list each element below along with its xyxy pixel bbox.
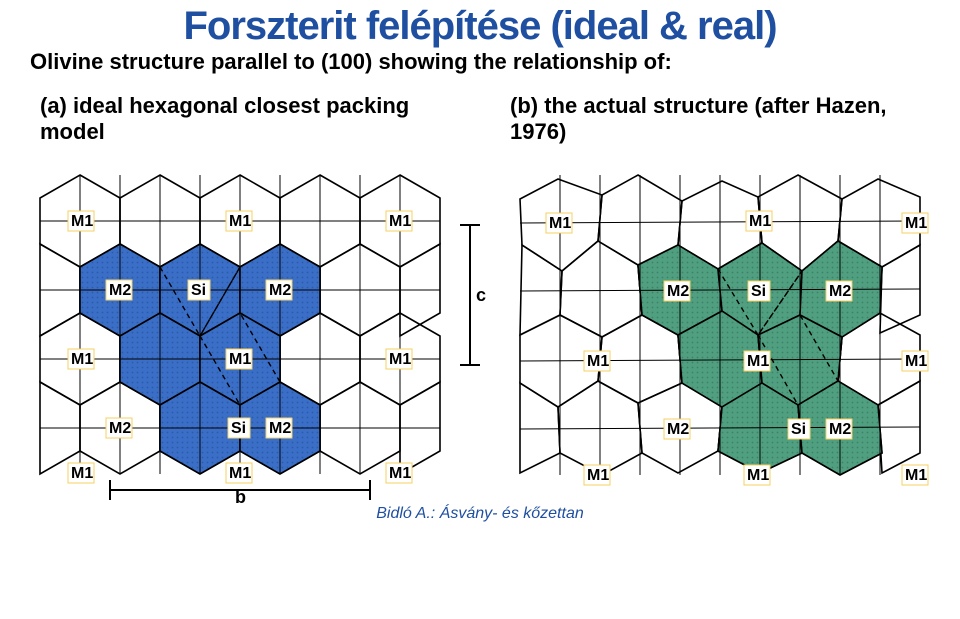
- svg-text:M2: M2: [269, 420, 291, 437]
- svg-text:b: b: [235, 487, 246, 505]
- svg-text:M2: M2: [667, 421, 689, 438]
- structure-diagram: M1 M1 M1 M2 Si M2 M1 M1 M1 M2 Si M2 M1 M…: [0, 145, 960, 505]
- axis-c: c: [460, 225, 486, 365]
- svg-text:M1: M1: [905, 467, 927, 484]
- svg-text:M1: M1: [71, 465, 93, 482]
- svg-text:M1: M1: [389, 213, 411, 230]
- svg-text:M1: M1: [905, 215, 927, 232]
- svg-text:c: c: [476, 285, 486, 305]
- svg-text:Si: Si: [791, 421, 806, 438]
- svg-text:Si: Si: [751, 283, 766, 300]
- svg-text:M2: M2: [269, 282, 291, 299]
- svg-text:M1: M1: [749, 213, 771, 230]
- svg-text:M1: M1: [905, 353, 927, 370]
- footer: Bidló A.: Ásvány- és kőzettan: [0, 505, 960, 523]
- svg-text:Si: Si: [231, 420, 246, 437]
- svg-text:M2: M2: [109, 420, 131, 437]
- col-a-text: (a) ideal hexagonal closest packing mode…: [40, 93, 409, 144]
- page-title: Forszterit felépítése (ideal & real): [0, 0, 960, 49]
- subtitle-text: Olivine structure parallel to (100) show…: [30, 49, 672, 74]
- svg-text:M1: M1: [229, 351, 251, 368]
- svg-text:M1: M1: [229, 213, 251, 230]
- svg-text:M2: M2: [109, 282, 131, 299]
- svg-text:M1: M1: [389, 465, 411, 482]
- svg-text:M1: M1: [587, 467, 609, 484]
- svg-text:M1: M1: [747, 467, 769, 484]
- col-b-text: (b) the actual structure (after Hazen, 1…: [510, 93, 887, 144]
- actual-structure: M1 M1 M1 M2 Si M2 M1 M1 M1 M2 Si M2 M1 M…: [520, 175, 928, 485]
- column-b-caption: (b) the actual structure (after Hazen, 1…: [510, 93, 920, 145]
- footer-text: Bidló A.: Ásvány- és kőzettan: [376, 505, 584, 522]
- svg-text:M1: M1: [747, 353, 769, 370]
- svg-text:M1: M1: [229, 465, 251, 482]
- svg-text:M2: M2: [829, 283, 851, 300]
- column-a-caption: (a) ideal hexagonal closest packing mode…: [40, 93, 450, 145]
- svg-text:M1: M1: [389, 351, 411, 368]
- svg-text:M1: M1: [71, 213, 93, 230]
- svg-text:M1: M1: [549, 215, 571, 232]
- axis-b: b: [110, 480, 370, 505]
- svg-text:M2: M2: [667, 283, 689, 300]
- svg-text:Si: Si: [191, 282, 206, 299]
- svg-text:M2: M2: [829, 421, 851, 438]
- title-text: Forszterit felépítése (ideal & real): [183, 4, 776, 48]
- subtitle: Olivine structure parallel to (100) show…: [0, 49, 960, 75]
- svg-text:M1: M1: [587, 353, 609, 370]
- ideal-packing: M1 M1 M1 M2 Si M2 M1 M1 M1 M2 Si M2 M1 M…: [40, 175, 440, 483]
- svg-text:M1: M1: [71, 351, 93, 368]
